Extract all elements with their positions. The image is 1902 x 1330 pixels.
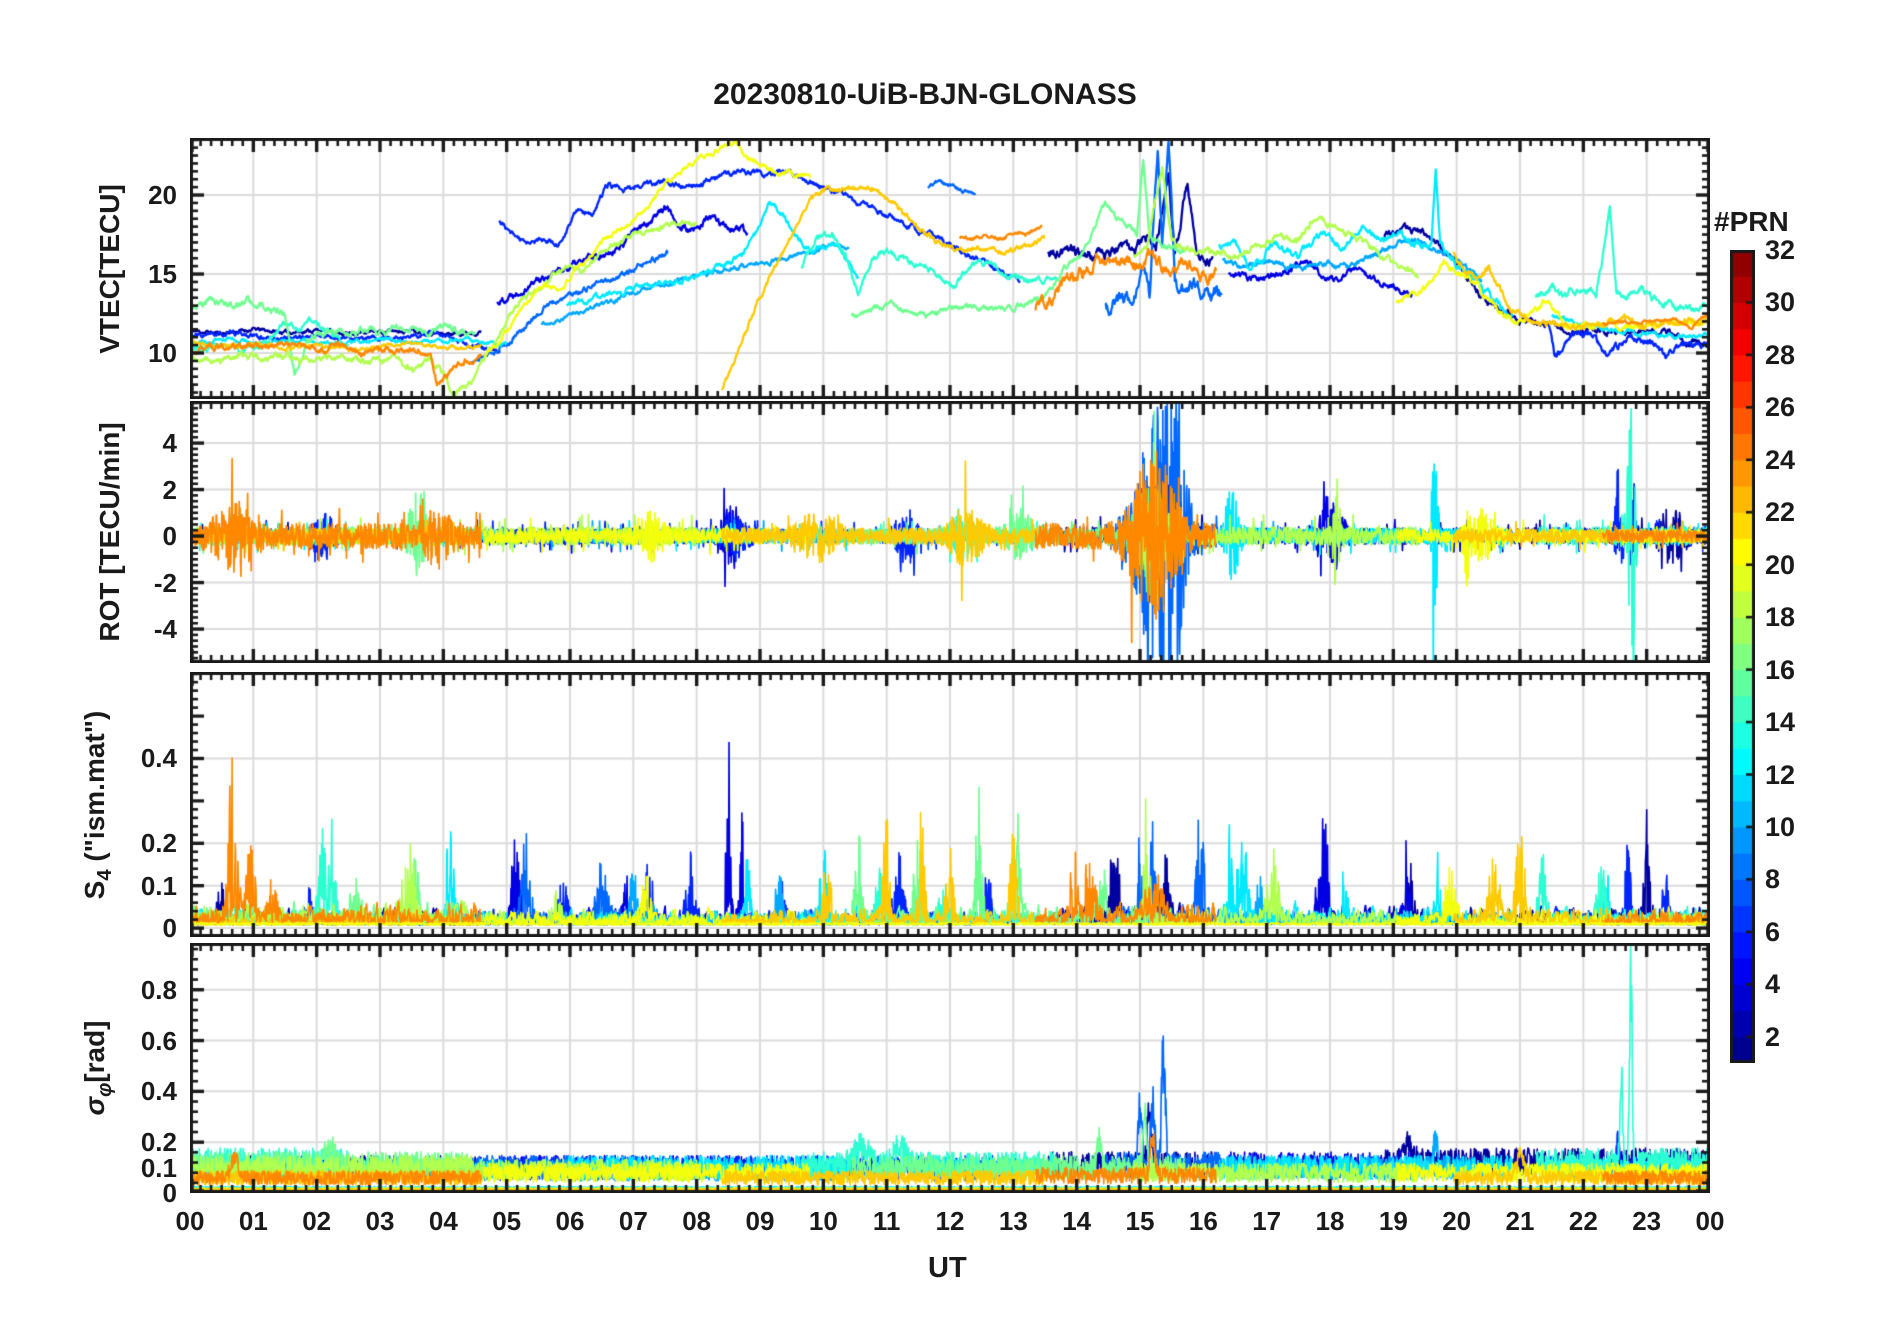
colorbar-tick-label: 6 bbox=[1765, 916, 1781, 947]
y-tick-label: 0.4 bbox=[140, 1076, 177, 1107]
colorbar-tick-label: 20 bbox=[1765, 549, 1796, 580]
y-tick-label: 0.1 bbox=[140, 1152, 177, 1183]
x-tick-label: 14 bbox=[1062, 1206, 1092, 1236]
colorbar-canvas bbox=[1730, 250, 1755, 1063]
x-tick-label: 03 bbox=[365, 1206, 395, 1236]
x-tick-label: 01 bbox=[238, 1206, 268, 1236]
y-axis-label: S4 ("ism.mat") bbox=[78, 710, 117, 899]
y-axis-label: ROT [TECU/min] bbox=[94, 422, 125, 642]
colorbar-tick-label: 8 bbox=[1765, 864, 1781, 895]
s4-panel-canvas bbox=[190, 672, 1710, 937]
y-tick-label: 0 bbox=[162, 521, 177, 552]
colorbar-tick-label: 10 bbox=[1765, 811, 1796, 842]
y-axis-label: σφ[rad] bbox=[78, 1020, 117, 1116]
x-tick-label: 13 bbox=[998, 1206, 1028, 1236]
colorbar-tick-label: 22 bbox=[1765, 497, 1796, 528]
x-tick-label: 00 bbox=[175, 1206, 205, 1236]
colorbar-tick-label: 32 bbox=[1765, 235, 1796, 265]
sigma-phi-panel-canvas bbox=[190, 943, 1710, 1193]
y-tick-label: -2 bbox=[153, 567, 177, 598]
y-tick-label: 0.6 bbox=[140, 1025, 177, 1056]
y-tick-label: 0.4 bbox=[140, 743, 177, 774]
colorbar-tick-label: 24 bbox=[1765, 444, 1796, 475]
y-tick-label: -4 bbox=[153, 614, 177, 645]
x-tick-label: 11 bbox=[872, 1206, 901, 1236]
x-tick-label: 09 bbox=[745, 1206, 775, 1236]
chart-title: 20230810-UiB-BJN-GLONASS bbox=[0, 78, 1902, 112]
x-tick-label: 17 bbox=[1252, 1206, 1282, 1236]
x-tick-label: 16 bbox=[1188, 1206, 1218, 1236]
y-tick-label: 0.8 bbox=[140, 974, 177, 1005]
x-tick-label: 04 bbox=[428, 1206, 458, 1236]
x-tick-label: 12 bbox=[935, 1206, 965, 1236]
colorbar-tick-label: 30 bbox=[1765, 287, 1796, 318]
x-tick-label: 21 bbox=[1505, 1206, 1535, 1236]
x-tick-label: 00 bbox=[1695, 1206, 1725, 1236]
y-tick-label: 2 bbox=[162, 474, 177, 505]
y-tick-label: 0.2 bbox=[140, 1127, 177, 1158]
x-tick-label: 19 bbox=[1378, 1206, 1408, 1236]
colorbar-tick-label: 18 bbox=[1765, 602, 1796, 633]
x-tick-label: 02 bbox=[302, 1206, 332, 1236]
colorbar-tick-label: 28 bbox=[1765, 339, 1796, 370]
y-axis-label: VTEC[TECU] bbox=[94, 183, 125, 354]
x-tick-label: 05 bbox=[492, 1206, 522, 1236]
colorbar-tick-label: 2 bbox=[1765, 1021, 1781, 1052]
colorbar-tick-label: 12 bbox=[1765, 759, 1796, 790]
y-tick-label: 0.1 bbox=[140, 870, 177, 901]
x-tick-label: 06 bbox=[555, 1206, 585, 1236]
chart-title-text: 20230810-UiB-BJN-GLONASS bbox=[713, 78, 1137, 111]
x-tick-label: 10 bbox=[808, 1206, 838, 1236]
colorbar-tick-label: 4 bbox=[1765, 969, 1781, 1000]
colorbar-tick-label: 16 bbox=[1765, 654, 1796, 685]
x-tick-label: 20 bbox=[1442, 1206, 1472, 1236]
x-tick-label: 22 bbox=[1568, 1206, 1598, 1236]
y-tick-label: 0 bbox=[162, 1178, 177, 1208]
colorbar-title: #PRN bbox=[1714, 206, 1789, 237]
x-tick-label: 07 bbox=[618, 1206, 648, 1236]
y-tick-label: 20 bbox=[148, 180, 177, 211]
y-tick-label: 0.2 bbox=[140, 828, 177, 859]
y-tick-label: 0 bbox=[162, 913, 177, 944]
x-axis-label: UT bbox=[928, 1252, 967, 1284]
x-tick-label: 08 bbox=[682, 1206, 712, 1236]
colorbar-tick-label: 26 bbox=[1765, 392, 1796, 423]
rot-panel-canvas bbox=[190, 401, 1710, 663]
x-tick-label: 15 bbox=[1125, 1206, 1155, 1236]
y-tick-label: 4 bbox=[162, 428, 177, 459]
y-tick-label: 10 bbox=[148, 338, 177, 369]
colorbar-tick-label: 14 bbox=[1765, 707, 1796, 738]
y-tick-label: 15 bbox=[148, 259, 177, 290]
x-tick-label: 18 bbox=[1315, 1206, 1345, 1236]
vtec-panel-canvas bbox=[190, 138, 1710, 399]
x-tick-label: 23 bbox=[1632, 1206, 1662, 1236]
